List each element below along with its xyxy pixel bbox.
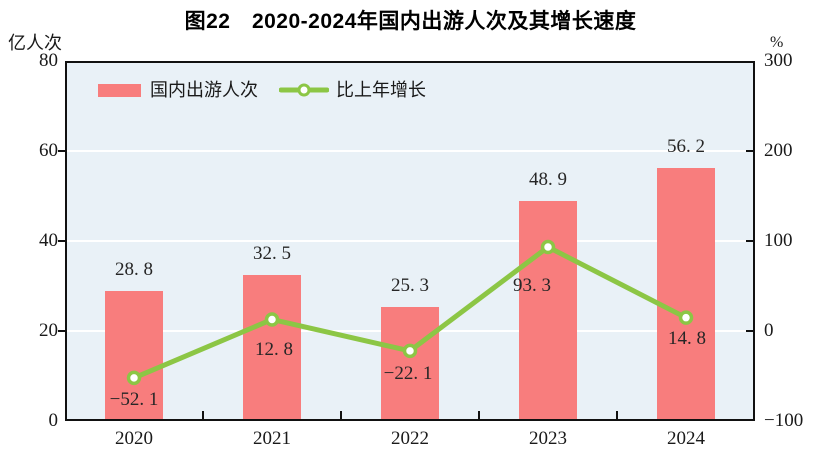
legend-bar-swatch (98, 84, 141, 97)
right-axis-tick-label: 300 (764, 50, 793, 71)
right-axis-tick-label: −100 (764, 410, 804, 431)
left-axis-tick-label: 0 (48, 410, 59, 431)
line-value-label: 14. 8 (668, 327, 706, 349)
x-axis-tick (478, 411, 480, 419)
left-axis-tick-label: 60 (39, 140, 58, 161)
x-axis-category-label: 2022 (391, 428, 429, 449)
x-axis-tick (340, 411, 342, 419)
left-axis-tick-label: 40 (39, 230, 58, 251)
left-axis-tick-label: 20 (39, 320, 58, 341)
right-axis-tick-label: 0 (764, 320, 774, 341)
legend-line-marker-icon (297, 83, 311, 97)
x-axis-category-label: 2023 (529, 428, 567, 449)
bar-value-label: 25. 3 (391, 275, 429, 297)
right-axis-tick (746, 240, 753, 242)
right-axis-tick (746, 330, 753, 332)
gridline (67, 240, 753, 242)
x-axis-category-label: 2024 (667, 428, 705, 449)
left-axis-tick (58, 150, 65, 152)
bar-value-label: 48. 9 (529, 168, 567, 190)
right-axis-tick (746, 150, 753, 152)
bar-value-label: 28. 8 (115, 259, 153, 281)
bar-2023 (519, 200, 577, 419)
left-axis-tick (58, 330, 65, 332)
right-axis-unit-label: % (770, 34, 784, 51)
left-axis-tick (58, 240, 65, 242)
x-axis-category-label: 2020 (115, 428, 153, 449)
line-value-label: 93. 3 (513, 275, 551, 297)
legend-line-label: 比上年增长 (336, 80, 426, 100)
x-axis-category-label: 2021 (253, 428, 291, 449)
line-value-label: −52. 1 (109, 388, 159, 410)
bar-value-label: 32. 5 (253, 242, 291, 264)
chart-title: 图22 2020-2024年国内出游人次及其增长速度 (184, 10, 637, 33)
line-value-label: 12. 8 (255, 339, 293, 361)
legend-line-swatch (279, 83, 329, 97)
legend-bar-label: 国内出游人次 (150, 80, 258, 100)
right-axis-tick-label: 100 (764, 230, 793, 251)
line-value-label: −22. 1 (383, 362, 433, 384)
gridline (67, 150, 753, 152)
x-axis-tick (616, 411, 618, 419)
x-axis-tick (202, 411, 204, 419)
left-axis-tick-label: 80 (39, 50, 58, 71)
bar-value-label: 56. 2 (667, 136, 705, 158)
right-axis-tick-label: 200 (764, 140, 793, 161)
bar-2024 (657, 168, 715, 419)
left-axis-unit-label: 亿人次 (8, 33, 62, 53)
